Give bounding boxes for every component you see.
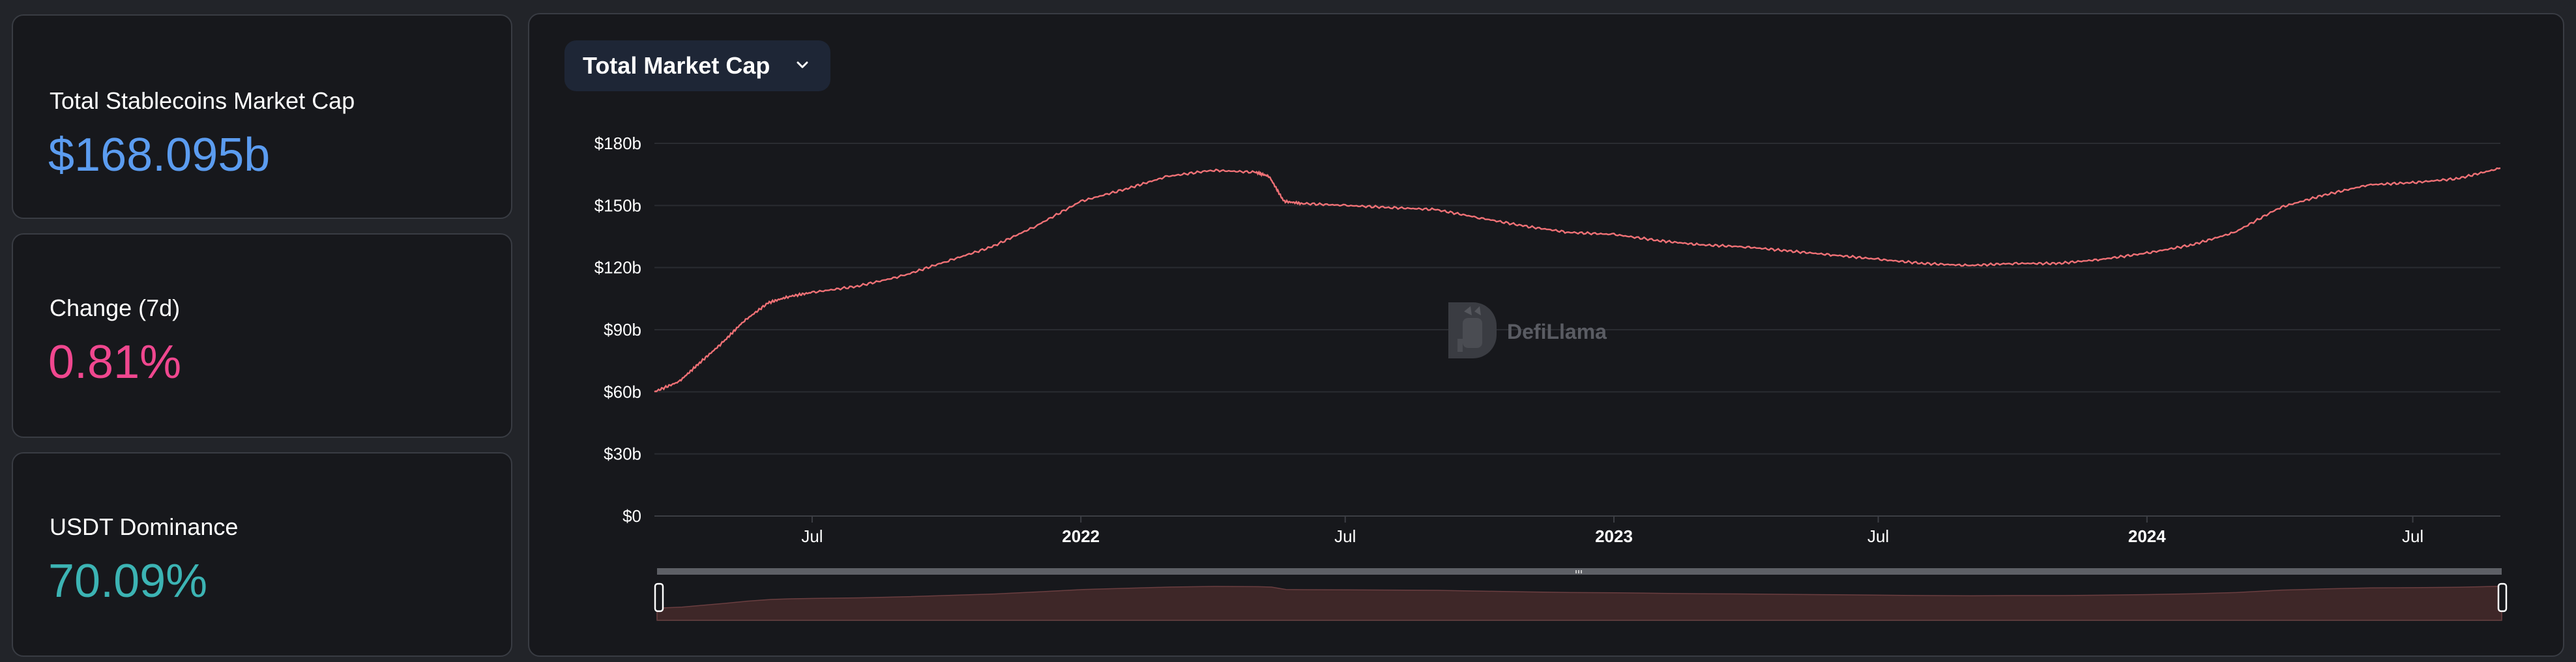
stat-value-market-cap: $168.095b (48, 129, 271, 181)
y-tick-label: $0 (622, 506, 641, 526)
watermark-text: DefiLlama (1507, 320, 1607, 343)
x-tick-label: Jul (1867, 526, 1889, 546)
y-tick-label: $90b (604, 320, 641, 339)
metric-select-button[interactable]: Total Market Cap (564, 40, 830, 91)
stat-card-change-7d: Change (7d) 0.81% (12, 233, 512, 438)
chart-panel (528, 13, 2564, 657)
stat-label-change-7d: Change (7d) (50, 295, 181, 321)
stat-card-usdt-dominance: USDT Dominance 70.09% (12, 452, 512, 657)
brush-handle-right[interactable] (2497, 583, 2508, 612)
range-brush[interactable] (654, 568, 2508, 621)
x-tick-label: Jul (2402, 526, 2423, 546)
y-tick-label: $180b (594, 134, 641, 153)
x-tick-label: 2023 (1595, 526, 1633, 546)
chart-grid (654, 143, 2500, 455)
y-tick-label: $120b (594, 258, 641, 278)
x-tick-label: Jul (1334, 526, 1356, 546)
brush-grip-icon (1575, 570, 1582, 573)
chevron-down-icon (797, 61, 808, 68)
x-tick-label: 2024 (2128, 526, 2166, 546)
x-tick-label: Jul (801, 526, 823, 546)
y-tick-label: $150b (594, 195, 641, 215)
series-line-total-market-cap (654, 167, 2501, 393)
stat-card-market-cap: Total Stablecoins Market Cap $168.095b (12, 14, 512, 219)
y-tick-label: $60b (604, 382, 641, 401)
llama-logo-icon (1448, 302, 1497, 358)
y-tick-label: $30b (604, 444, 641, 464)
defillama-watermark: DefiLlama (1448, 302, 1607, 358)
stat-label-market-cap: Total Stablecoins Market Cap (50, 87, 355, 114)
stat-label-usdt-dominance: USDT Dominance (50, 513, 239, 540)
stat-value-change-7d: 0.81% (48, 336, 182, 388)
x-axis: Jul 2022 Jul 2023 Jul 2024 Jul (801, 516, 2423, 546)
brush-handle-left[interactable] (654, 583, 664, 612)
brush-area (656, 585, 2502, 621)
x-tick-label: 2022 (1062, 526, 1100, 546)
metric-select-label: Total Market Cap (583, 52, 770, 79)
stat-value-usdt-dominance: 70.09% (48, 555, 208, 607)
y-axis: $0 $30b $60b $90b $120b $150b $180b (594, 134, 641, 526)
